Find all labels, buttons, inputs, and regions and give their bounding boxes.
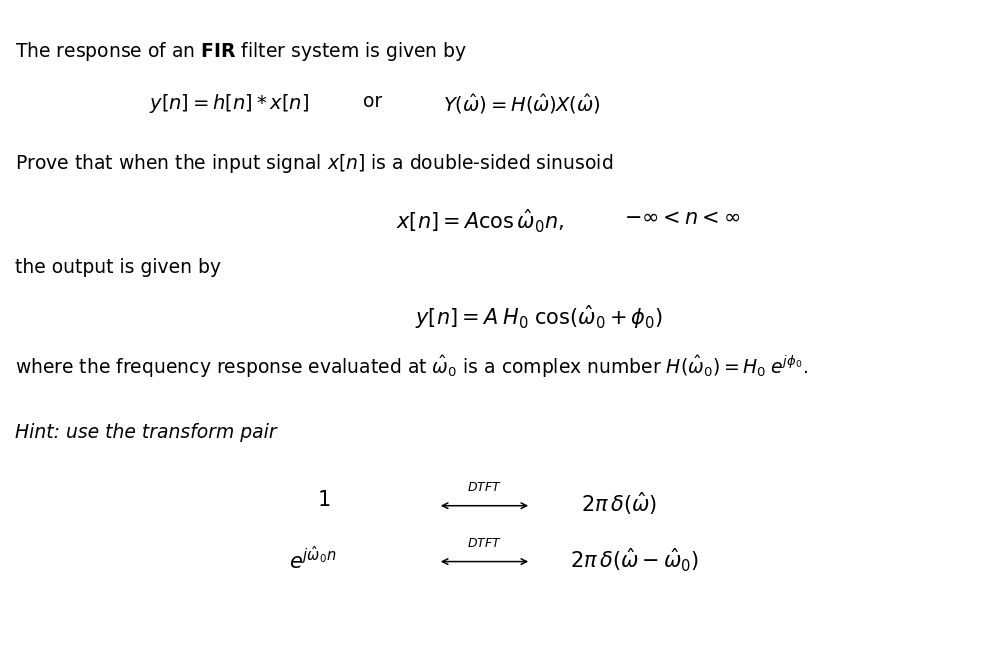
Text: The response of an $\mathbf{FIR}$ filter system is given by: The response of an $\mathbf{FIR}$ filter…	[16, 40, 467, 63]
Text: $\mathit{DTFT}$: $\mathit{DTFT}$	[467, 481, 502, 494]
Text: where the frequency response evaluated at $\hat{\omega}_0$ is a complex number $: where the frequency response evaluated a…	[16, 354, 808, 380]
Text: $y[n] = h[n]*x[n]$: $y[n] = h[n]*x[n]$	[148, 92, 309, 115]
Text: $y[n] = A\; H_0\; \cos(\hat{\omega}_0 + \phi_0)$: $y[n] = A\; H_0\; \cos(\hat{\omega}_0 + …	[414, 303, 662, 330]
Text: $Y(\hat{\omega}) = H(\hat{\omega})X(\hat{\omega})$: $Y(\hat{\omega}) = H(\hat{\omega})X(\hat…	[443, 92, 600, 116]
Text: or: or	[363, 92, 382, 111]
Text: Hint: use the transform pair: Hint: use the transform pair	[16, 423, 277, 442]
Text: $x[n] = A\cos\hat{\omega}_0 n,$: $x[n] = A\cos\hat{\omega}_0 n,$	[396, 207, 565, 235]
Text: the output is given by: the output is given by	[16, 257, 221, 276]
Text: $e^{j\hat{\omega}_0 n}$: $e^{j\hat{\omega}_0 n}$	[289, 547, 336, 574]
Text: $-\infty < n < \infty$: $-\infty < n < \infty$	[625, 207, 740, 228]
Text: $\mathit{DTFT}$: $\mathit{DTFT}$	[467, 537, 502, 550]
Text: $1$: $1$	[316, 490, 330, 510]
Text: $2\pi\,\delta(\hat{\omega} - \hat{\omega}_0)$: $2\pi\,\delta(\hat{\omega} - \hat{\omega…	[571, 547, 699, 574]
Text: Prove that when the input signal $x[n]$ is a double-sided sinusoid: Prove that when the input signal $x[n]$ …	[16, 151, 614, 174]
Text: $2\pi\,\delta(\hat{\omega})$: $2\pi\,\delta(\hat{\omega})$	[580, 490, 657, 517]
